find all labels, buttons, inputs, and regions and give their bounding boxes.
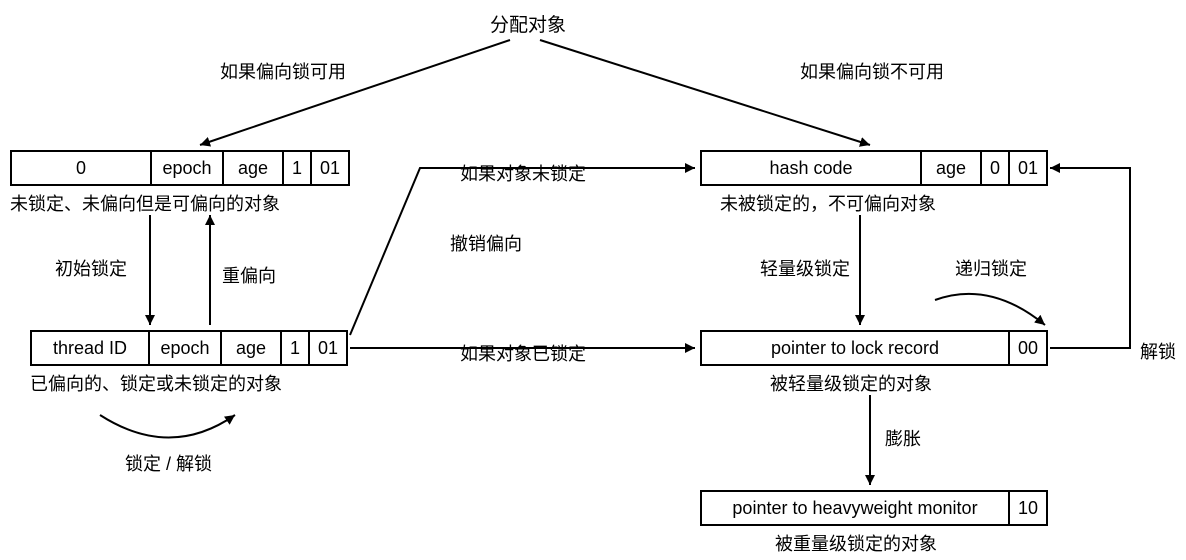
cell-biased-bias: 1	[282, 332, 310, 364]
cell-unlocked-tag: 01	[1010, 152, 1046, 184]
cell-unlocked-bias: 0	[982, 152, 1010, 184]
label-light-lock: 轻量级锁定	[760, 255, 850, 281]
cell-biased-age: age	[222, 332, 282, 364]
cell-biasable-bias: 1	[284, 152, 312, 184]
cell-biased-tag: 01	[310, 332, 346, 364]
cell-heavyweight-ptr: pointer to heavyweight monitor	[702, 492, 1010, 524]
cell-lightweight-ptr: pointer to lock record	[702, 332, 1010, 364]
label-if-locked: 如果对象已锁定	[460, 340, 586, 366]
caption-lightweight: 被轻量级锁定的对象	[770, 370, 932, 396]
box-biasable: 0 epoch age 1 01	[10, 150, 350, 186]
arrow-alloc-biasable	[200, 40, 510, 145]
cell-heavyweight-tag: 10	[1010, 492, 1046, 524]
arrow-alloc-unlocked	[540, 40, 870, 145]
cell-biasable-age: age	[224, 152, 284, 184]
label-unlock: 解锁	[1140, 338, 1176, 364]
arrow-unlock	[1050, 168, 1130, 348]
label-if-unlocked: 如果对象未锁定	[460, 160, 586, 186]
curve-recursive	[935, 294, 1045, 325]
cell-biasable-0: 0	[12, 152, 152, 184]
label-rebias: 重偏向	[222, 262, 276, 288]
caption-unlocked: 未被锁定的，不可偏向对象	[720, 190, 936, 216]
arrow-revoke-unlocked	[350, 168, 695, 335]
box-biased: thread ID epoch age 1 01	[30, 330, 348, 366]
cell-biased-epoch: epoch	[150, 332, 222, 364]
label-initial-lock: 初始锁定	[55, 255, 127, 281]
cell-biased-threadid: thread ID	[32, 332, 150, 364]
caption-heavyweight: 被重量级锁定的对象	[775, 530, 937, 556]
cell-lightweight-tag: 00	[1010, 332, 1046, 364]
label-recursive: 递归锁定	[955, 255, 1027, 281]
label-lock-unlock: 锁定 / 解锁	[125, 450, 212, 476]
label-inflate: 膨胀	[885, 425, 921, 451]
caption-biased: 已偏向的、锁定或未锁定的对象	[30, 370, 282, 396]
cell-biasable-epoch: epoch	[152, 152, 224, 184]
title: 分配对象	[490, 10, 566, 37]
box-lightweight: pointer to lock record 00	[700, 330, 1048, 366]
label-bias-unavailable: 如果偏向锁不可用	[800, 58, 944, 84]
label-revoke-bias: 撤销偏向	[450, 230, 522, 256]
cell-unlocked-hash: hash code	[702, 152, 922, 184]
caption-biasable: 未锁定、未偏向但是可偏向的对象	[10, 190, 280, 216]
box-heavyweight: pointer to heavyweight monitor 10	[700, 490, 1048, 526]
cell-biasable-tag: 01	[312, 152, 348, 184]
box-unlocked: hash code age 0 01	[700, 150, 1048, 186]
cell-unlocked-age: age	[922, 152, 982, 184]
curve-lock-unlock	[100, 415, 235, 438]
label-bias-available: 如果偏向锁可用	[220, 58, 346, 84]
